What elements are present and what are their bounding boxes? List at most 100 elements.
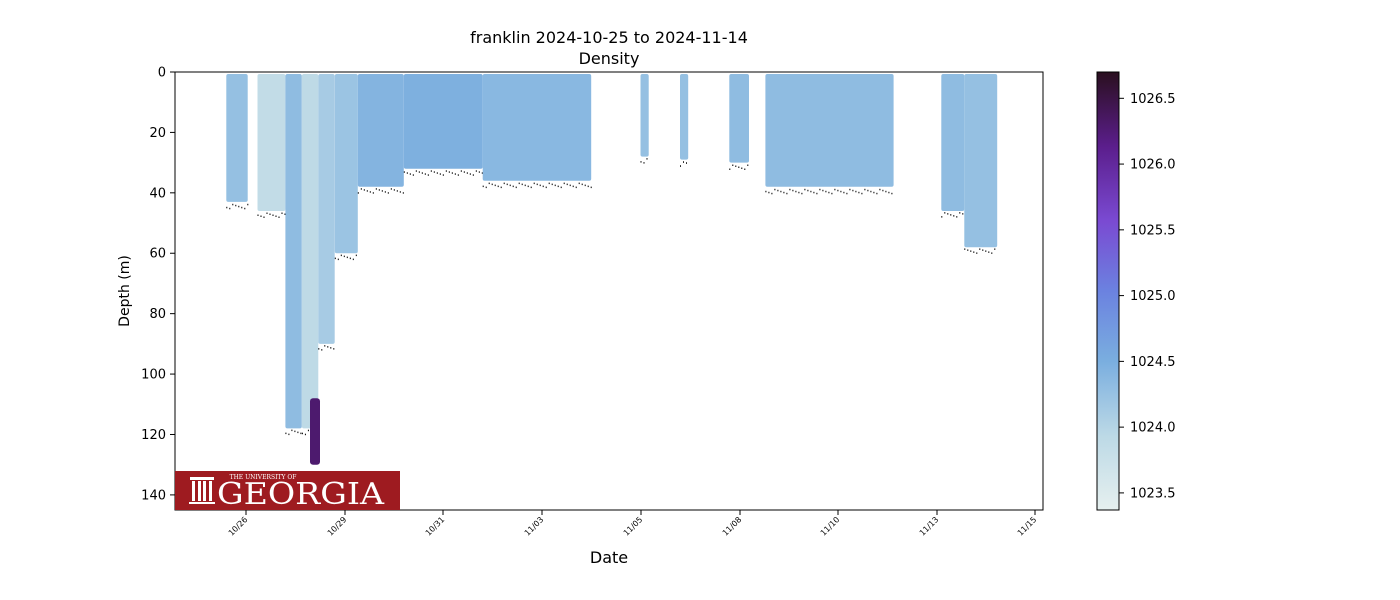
colorbar-tick-label: 1026.0	[1130, 158, 1176, 173]
bottom-depth-point	[581, 183, 583, 186]
bottom-depth-point	[244, 207, 246, 210]
bottom-depth-point	[804, 188, 806, 191]
bottom-depth-point	[439, 173, 441, 175]
density-profile-block	[301, 74, 319, 429]
bottom-depth-point	[795, 190, 797, 193]
bottom-depth-point	[530, 186, 532, 189]
bottom-depth-point	[285, 432, 287, 435]
bottom-depth-point	[680, 165, 681, 167]
bottom-depth-point	[390, 188, 392, 190]
bottom-depth-point	[346, 256, 348, 259]
bottom-depth-point	[512, 185, 514, 188]
bottom-depth-point	[442, 174, 444, 176]
bottom-depth-point	[584, 184, 586, 187]
bottom-depth-point	[355, 254, 357, 257]
bottom-depth-point	[994, 248, 996, 250]
bottom-depth-point	[846, 192, 848, 195]
bottom-depth-point	[360, 188, 362, 190]
bottom-depth-point	[260, 215, 262, 217]
bottom-depth-point	[454, 173, 456, 175]
x-axis: 10/26 10/29 10/31 11/03 11/05 11/08 11/10 11/13…	[227, 510, 1038, 538]
bottom-depth-point	[482, 185, 484, 188]
bottom-depth-point	[424, 173, 426, 175]
bottom-depth-point	[241, 206, 243, 209]
bottom-depth-point	[475, 170, 477, 172]
bottom-depth-point	[819, 188, 821, 191]
bottom-depth-point	[436, 172, 438, 174]
density-profile-block	[334, 74, 358, 254]
bottom-depth-point	[384, 191, 386, 193]
bottom-depth-point	[741, 167, 743, 169]
bottom-depth-point	[738, 166, 740, 168]
x-tick-label: 10/29	[326, 515, 349, 538]
bottom-depth-point	[539, 184, 541, 187]
bottom-depth-point	[774, 188, 776, 191]
bottom-depth-point	[855, 190, 857, 193]
bottom-depth-point	[849, 188, 851, 191]
bottom-depth-point	[810, 190, 812, 193]
bottom-depth-point	[266, 212, 268, 214]
bottom-depth-point	[226, 206, 228, 209]
bottom-depth-point	[318, 348, 320, 350]
bottom-depth-point	[970, 250, 972, 252]
bottom-depth-point	[369, 191, 371, 193]
bottom-depth-point	[334, 257, 336, 260]
bottom-depth-point	[813, 191, 815, 194]
bottom-depth-point	[402, 192, 404, 194]
bottom-depth-point	[861, 192, 863, 195]
bottom-depth-point	[307, 429, 309, 432]
bottom-depth-point	[269, 213, 271, 215]
plot-data-layer	[226, 74, 998, 465]
bottom-depth-point	[792, 189, 794, 192]
bottom-depth-point	[867, 189, 869, 192]
bottom-depth-point	[732, 164, 734, 166]
y-tick-label: 60	[149, 247, 166, 262]
colorbar-tick-label: 1026.5	[1130, 92, 1176, 107]
bottom-depth-point	[873, 191, 875, 194]
dense-water-profile	[310, 398, 320, 465]
bottom-depth-point	[509, 184, 511, 187]
bottom-depth-point	[333, 348, 335, 350]
bottom-depth-point	[783, 191, 785, 194]
university-logo: THE UNIVERSITY OF GEORGIA	[175, 471, 400, 512]
bottom-depth-point	[349, 257, 351, 260]
bottom-depth-point	[789, 188, 791, 191]
bottom-depth-point	[780, 190, 782, 193]
bottom-depth-point	[297, 431, 299, 434]
bottom-depth-point	[330, 347, 332, 349]
x-tick-label: 11/10	[819, 515, 842, 538]
x-tick-label: 11/05	[622, 515, 645, 538]
x-tick-label: 11/08	[721, 515, 744, 538]
bottom-depth-point	[257, 214, 259, 216]
bottom-depth-point	[481, 172, 483, 174]
bottom-depth-point	[272, 214, 274, 216]
logo-top-text: THE UNIVERSITY OF	[230, 474, 297, 481]
bottom-depth-point	[469, 173, 471, 175]
bottom-depth-point	[515, 186, 517, 189]
bottom-depth-point	[403, 171, 405, 173]
bottom-depth-point	[497, 185, 499, 188]
bottom-depth-point	[399, 191, 401, 193]
y-tick-label: 40	[149, 186, 166, 201]
bottom-depth-point	[962, 213, 964, 215]
bottom-depth-point	[500, 186, 502, 189]
y-axis-label: Depth (m)	[117, 255, 133, 327]
bottom-depth-point	[643, 162, 645, 164]
logo-main-text: GEORGIA	[217, 477, 384, 512]
bottom-depth-point	[554, 184, 556, 187]
bottom-depth-point	[956, 216, 958, 218]
bottom-depth-point	[352, 258, 354, 261]
bottom-depth-point	[288, 433, 290, 436]
bottom-depth-point	[421, 172, 423, 174]
bottom-depth-point	[959, 212, 961, 214]
bottom-depth-point	[521, 183, 523, 186]
bottom-depth-point	[944, 212, 946, 214]
bottom-depth-point	[831, 192, 833, 195]
bottom-depth-point	[798, 191, 800, 194]
bottom-depth-point	[807, 189, 809, 192]
bottom-depth-point	[524, 184, 526, 187]
bottom-depth-point	[542, 185, 544, 188]
bottom-depth-point	[587, 185, 589, 188]
bottom-depth-point	[294, 430, 296, 433]
